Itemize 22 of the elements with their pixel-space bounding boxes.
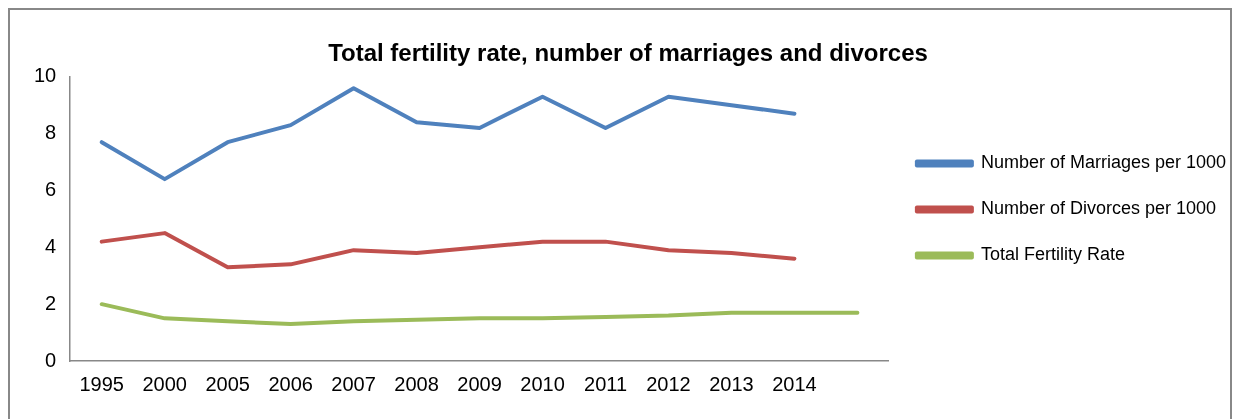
legend-label: Number of Marriages per 1000 — [980, 152, 1227, 173]
y-tick-label: 4 — [45, 234, 57, 257]
chart-title: Total fertility rate, number of marriages and divorces — [328, 39, 928, 67]
x-tick-label: 2011 — [584, 372, 628, 395]
x-tick-label: 2006 — [268, 372, 313, 395]
x-tick-label: 2012 — [646, 372, 691, 395]
x-tick-label: 2007 — [331, 372, 376, 395]
y-tick-label: 10 — [34, 64, 57, 87]
x-tick-label: 1995 — [79, 372, 124, 395]
x-tick-label: 2010 — [520, 372, 565, 395]
y-tick-label: 8 — [45, 121, 57, 144]
y-tick-label: 2 — [45, 291, 57, 314]
x-tick-label: 2008 — [394, 372, 439, 395]
y-tick-label: 0 — [45, 348, 57, 371]
legend-label: Number of Divorces per 1000 — [980, 198, 1216, 219]
x-tick-label: 2000 — [142, 372, 187, 395]
x-tick-label: 2009 — [457, 372, 502, 395]
x-tick-label: 2013 — [709, 372, 754, 395]
x-tick-label: 2005 — [205, 372, 250, 395]
y-tick-label: 6 — [45, 178, 57, 200]
x-tick-label: 2014 — [772, 372, 817, 395]
legend-label: Total Fertility Rate — [980, 244, 1125, 265]
